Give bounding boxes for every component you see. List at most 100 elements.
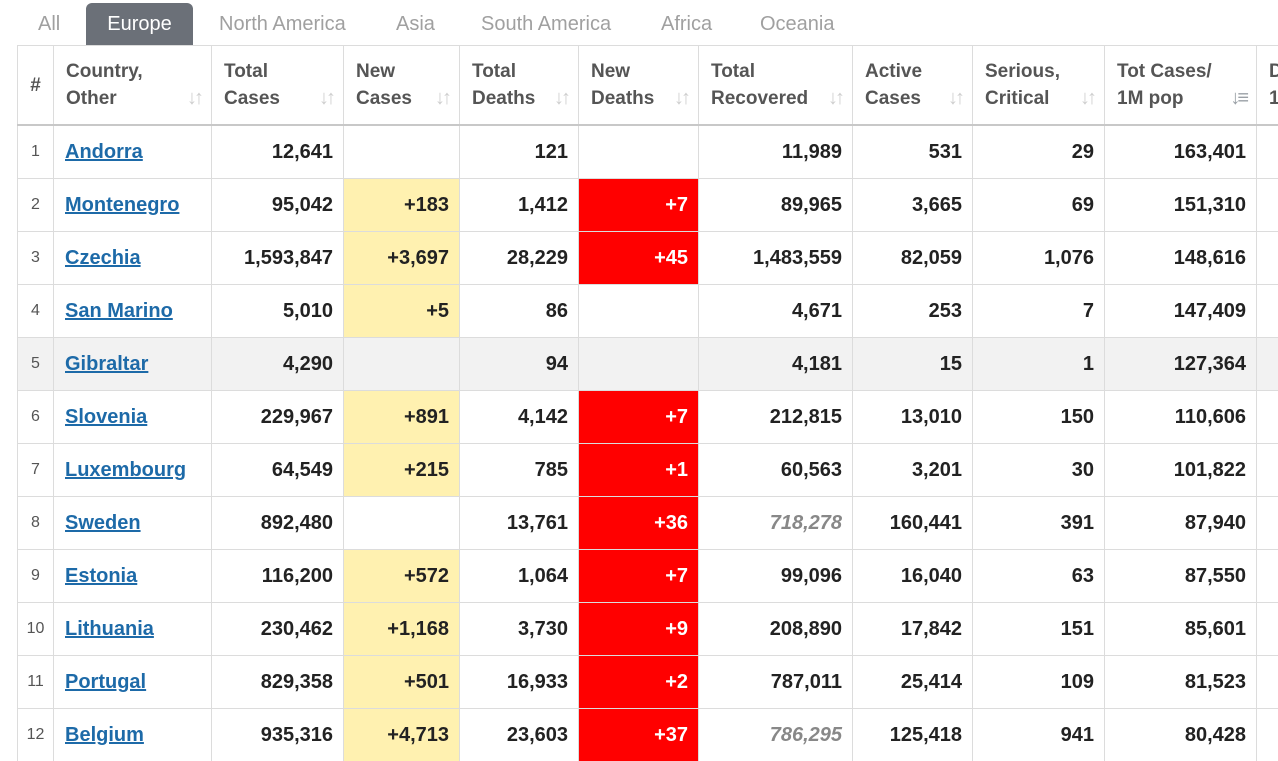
- cell-index: 11: [17, 655, 54, 709]
- cell-index: 4: [17, 284, 54, 338]
- cell-total-deaths: 3,730: [459, 602, 579, 656]
- cell-deaths-per-million: [1256, 284, 1278, 338]
- column-header-label: 1M pop: [1117, 88, 1184, 109]
- tab-africa[interactable]: Africa: [661, 13, 713, 35]
- column-header-new-cases[interactable]: New Cases ↓↑: [343, 45, 460, 126]
- column-header-total-recovered[interactable]: Total Recovered ↓↑: [698, 45, 853, 126]
- tab-oceania[interactable]: Oceania: [760, 13, 835, 35]
- cell-total-recovered: 89,965: [698, 178, 853, 232]
- country-link[interactable]: Sweden: [65, 511, 141, 534]
- column-header-label: #: [30, 74, 41, 96]
- column-header-label: New: [591, 61, 631, 82]
- country-link[interactable]: Gibraltar: [65, 352, 149, 375]
- cell-active-cases: 160,441: [852, 496, 973, 550]
- cell-new-cases: [343, 337, 460, 391]
- sort-arrows-icon[interactable]: ↓↑: [948, 87, 965, 109]
- cell-total-cases: 116,200: [211, 549, 344, 603]
- cell-country: Lithuania: [53, 602, 212, 656]
- country-link[interactable]: Belgium: [65, 723, 144, 746]
- cell-total-cases: 935,316: [211, 708, 344, 761]
- sort-descending-icon[interactable]: ↓≡: [1230, 87, 1249, 109]
- cell-active-cases: 125,418: [852, 708, 973, 761]
- table-row: 8 Sweden 892,480 13,761 +36 718,278 160,441 391…: [17, 496, 1278, 550]
- cell-country: Gibraltar: [53, 337, 212, 391]
- sort-arrows-icon[interactable]: ↓↑: [435, 87, 452, 109]
- cell-country: Sweden: [53, 496, 212, 550]
- column-header-total-cases[interactable]: Total Cases ↓↑: [211, 45, 344, 126]
- column-header-label: 1: [1269, 85, 1278, 112]
- cell-active-cases: 13,010: [852, 390, 973, 444]
- cell-total-deaths: 4,142: [459, 390, 579, 444]
- cell-total-deaths: 785: [459, 443, 579, 497]
- country-link[interactable]: San Marino: [65, 299, 173, 322]
- country-link[interactable]: Montenegro: [65, 193, 180, 216]
- cell-total-deaths: 121: [459, 124, 579, 179]
- column-header-total-deaths[interactable]: Total Deaths ↓↑: [459, 45, 579, 126]
- cell-deaths-per-million: [1256, 124, 1278, 179]
- cell-deaths-per-million: [1256, 231, 1278, 285]
- table-body: 1 Andorra 12,641 121 11,989 531 29 163,401 2 Mont…: [17, 124, 1278, 761]
- sort-arrows-icon[interactable]: ↓↑: [554, 87, 571, 109]
- cell-active-cases: 3,201: [852, 443, 973, 497]
- cell-total-cases: 5,010: [211, 284, 344, 338]
- column-header-label: Recovered: [711, 88, 809, 109]
- country-link[interactable]: Estonia: [65, 564, 138, 587]
- sort-arrows-icon[interactable]: ↓↑: [828, 87, 845, 109]
- cell-serious-critical: 63: [972, 549, 1105, 603]
- column-header-active-cases[interactable]: Active Cases ↓↑: [852, 45, 973, 126]
- cell-index: 5: [17, 337, 54, 391]
- cell-new-deaths: +7: [578, 178, 699, 232]
- column-header-cases-per-million[interactable]: Tot Cases/1M pop ↓≡: [1104, 45, 1257, 126]
- country-link[interactable]: Lithuania: [65, 617, 154, 640]
- country-link[interactable]: Andorra: [65, 140, 143, 163]
- cell-index: 7: [17, 443, 54, 497]
- column-header-serious-critical[interactable]: Serious, Critical ↓↑: [972, 45, 1105, 126]
- cell-cases-per-million: 147,409: [1104, 284, 1257, 338]
- column-header-deaths-per-million[interactable]: D1: [1256, 45, 1278, 126]
- cell-new-cases: +572: [343, 549, 460, 603]
- cell-total-cases: 829,358: [211, 655, 344, 709]
- cell-new-cases: [343, 496, 460, 550]
- cell-deaths-per-million: [1256, 178, 1278, 232]
- cell-serious-critical: 7: [972, 284, 1105, 338]
- covid-table: # Country, Other ↓↑ Total Cases ↓↑ New Cases ↓↑ To…: [17, 45, 1278, 761]
- table-row: 3 Czechia 1,593,847 +3,697 28,229 +45 1,483,55…: [17, 231, 1278, 285]
- tab-north-america[interactable]: North America: [219, 13, 346, 35]
- country-link[interactable]: Portugal: [65, 670, 147, 693]
- tab-europe[interactable]: Europe: [86, 3, 193, 45]
- column-header-country[interactable]: Country, Other ↓↑: [53, 45, 212, 126]
- table-row: 1 Andorra 12,641 121 11,989 531 29 163,401: [17, 124, 1278, 179]
- sort-arrows-icon[interactable]: ↓↑: [187, 87, 204, 109]
- cell-new-cases: +891: [343, 390, 460, 444]
- table-row: 12 Belgium 935,316 +4,713 23,603 +37 786,295 12…: [17, 708, 1278, 761]
- cell-country: Belgium: [53, 708, 212, 761]
- country-link[interactable]: Luxembourg: [65, 458, 187, 481]
- table-row: 10 Lithuania 230,462 +1,168 3,730 +9 208,890 17…: [17, 602, 1278, 656]
- cell-total-recovered: 1,483,559: [698, 231, 853, 285]
- sort-arrows-icon[interactable]: ↓↑: [674, 87, 691, 109]
- cell-deaths-per-million: [1256, 549, 1278, 603]
- country-link[interactable]: Slovenia: [65, 405, 148, 428]
- country-link[interactable]: Czechia: [65, 246, 141, 269]
- column-header-new-deaths[interactable]: New Deaths ↓↑: [578, 45, 699, 126]
- tab-asia[interactable]: Asia: [396, 13, 435, 35]
- cell-country: Slovenia: [53, 390, 212, 444]
- column-header-label: Total: [472, 61, 516, 82]
- sort-arrows-icon[interactable]: ↓↑: [319, 87, 336, 109]
- tab-all[interactable]: All: [38, 13, 61, 35]
- column-header-index[interactable]: #: [17, 45, 54, 126]
- cell-cases-per-million: 148,616: [1104, 231, 1257, 285]
- cell-cases-per-million: 81,523: [1104, 655, 1257, 709]
- cell-total-cases: 229,967: [211, 390, 344, 444]
- column-header-label: Total: [711, 61, 755, 82]
- sort-arrows-icon[interactable]: ↓↑: [1080, 87, 1097, 109]
- cell-active-cases: 3,665: [852, 178, 973, 232]
- cell-new-deaths: +36: [578, 496, 699, 550]
- tab-south-america[interactable]: South America: [481, 13, 612, 35]
- cell-new-deaths: +45: [578, 231, 699, 285]
- cell-country: Montenegro: [53, 178, 212, 232]
- column-header-label: Total: [224, 61, 268, 82]
- cell-index: 8: [17, 496, 54, 550]
- cell-active-cases: 25,414: [852, 655, 973, 709]
- cell-total-recovered: 208,890: [698, 602, 853, 656]
